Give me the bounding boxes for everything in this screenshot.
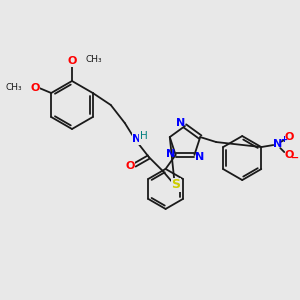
Text: S: S bbox=[171, 178, 180, 191]
Text: O: O bbox=[31, 83, 40, 93]
Text: O: O bbox=[67, 56, 77, 66]
Text: N: N bbox=[195, 152, 204, 162]
Text: N: N bbox=[166, 149, 175, 159]
Text: CH₃: CH₃ bbox=[6, 83, 22, 92]
Text: O: O bbox=[285, 150, 294, 160]
Text: O: O bbox=[285, 132, 294, 142]
Text: N: N bbox=[273, 139, 282, 149]
Text: −: − bbox=[291, 153, 299, 163]
Text: N: N bbox=[132, 134, 141, 144]
Text: O: O bbox=[125, 161, 134, 171]
Text: N: N bbox=[176, 118, 186, 128]
Text: H: H bbox=[140, 131, 148, 141]
Text: CH₃: CH₃ bbox=[85, 56, 102, 64]
Text: +: + bbox=[280, 135, 287, 144]
